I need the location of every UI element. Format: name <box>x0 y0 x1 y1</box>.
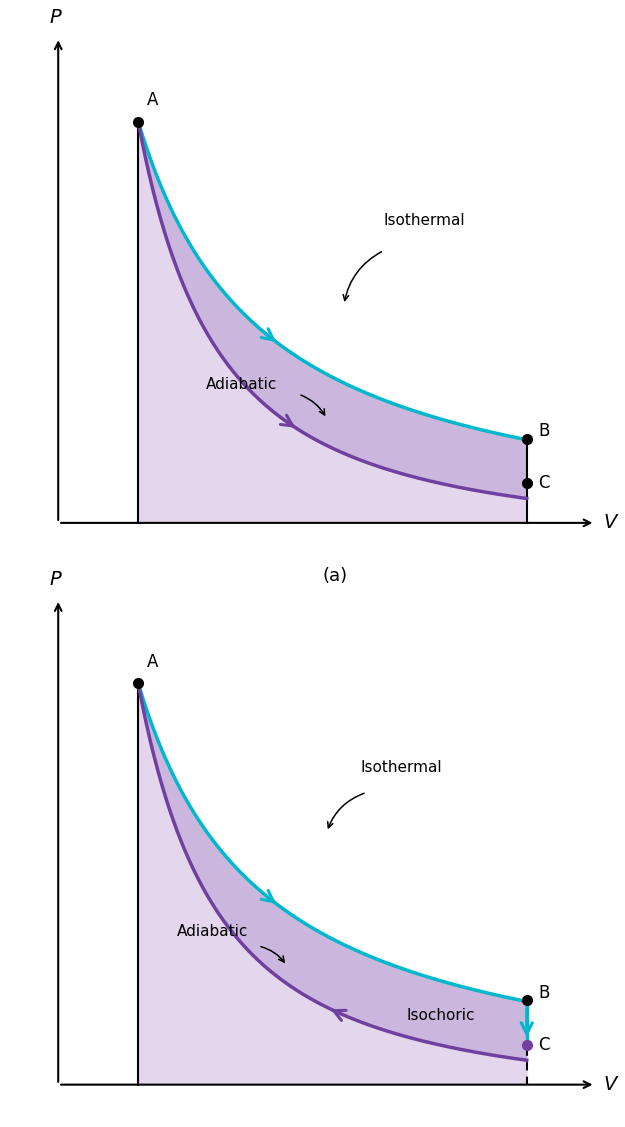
Polygon shape <box>138 683 527 1084</box>
Text: Isochoric: Isochoric <box>407 1008 476 1023</box>
Text: B: B <box>538 984 549 1002</box>
Text: P: P <box>49 9 61 27</box>
Text: C: C <box>538 474 550 492</box>
Text: A: A <box>147 91 158 109</box>
Polygon shape <box>138 683 527 1061</box>
Text: V: V <box>604 1075 618 1094</box>
Polygon shape <box>138 122 527 498</box>
Text: Isothermal: Isothermal <box>360 760 442 775</box>
Text: (a): (a) <box>322 568 348 585</box>
Polygon shape <box>138 122 527 523</box>
Text: B: B <box>538 423 549 441</box>
Text: Isothermal: Isothermal <box>383 213 465 228</box>
Text: Adiabatic: Adiabatic <box>206 376 277 392</box>
Text: A: A <box>147 653 158 671</box>
Text: V: V <box>604 514 618 532</box>
Text: C: C <box>538 1036 550 1054</box>
Text: Adiabatic: Adiabatic <box>177 923 248 939</box>
Text: P: P <box>49 570 61 589</box>
